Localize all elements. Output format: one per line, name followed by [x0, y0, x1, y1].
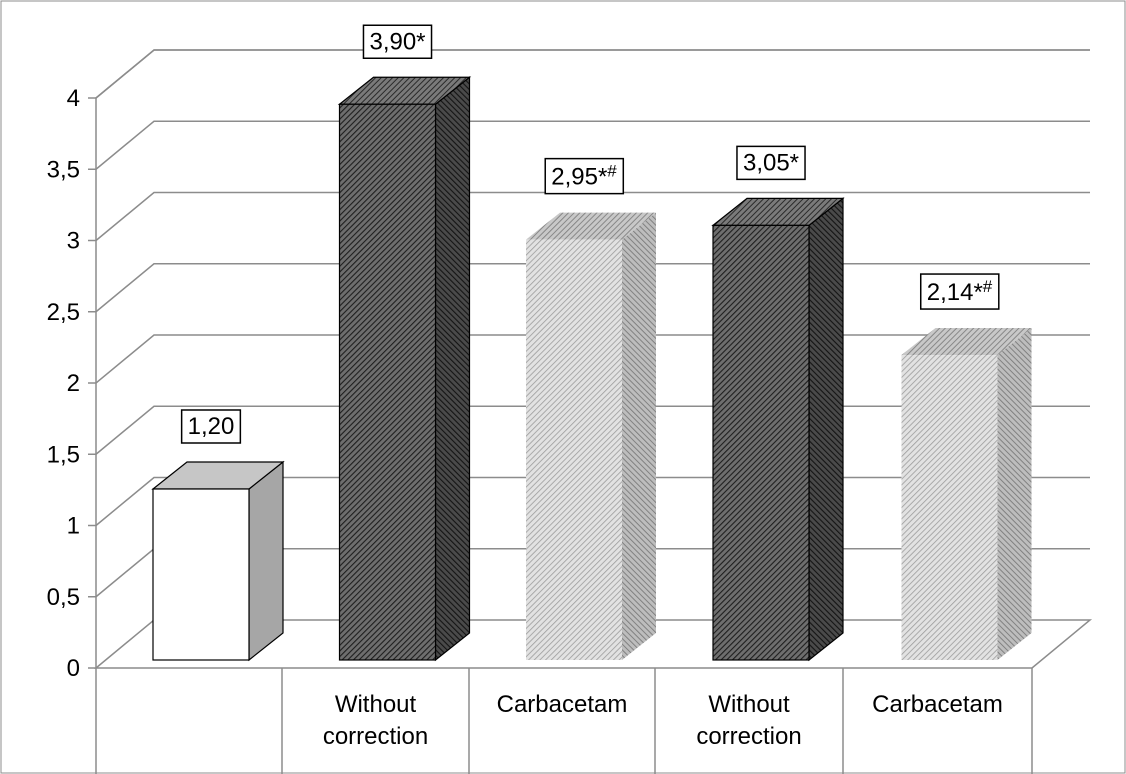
- data-label-text: 1,20: [188, 413, 235, 440]
- bar-front-face: [526, 239, 622, 660]
- data-label-box: [362, 24, 433, 59]
- bar-front-face: [152, 488, 250, 661]
- bar: [901, 328, 1032, 660]
- y-axis: 0 0,5 1 1,5 2 2,5 3 3,5 4: [47, 85, 97, 682]
- bar-top-face: [901, 328, 1032, 356]
- data-label-box: [919, 273, 1000, 310]
- y-tick-label: 1: [67, 513, 80, 540]
- data-label: 2,95*#: [544, 157, 625, 195]
- category-label: Without: [708, 691, 790, 718]
- data-label-box: [736, 145, 806, 181]
- bar: [711, 197, 845, 662]
- category-table: Without correction Carbacetam Without correc…: [95, 668, 1033, 774]
- data-label-box: [544, 157, 625, 195]
- category-label: correction: [696, 723, 801, 750]
- y-tick-label: 2: [67, 370, 80, 397]
- y-tick-label: 3,5: [47, 156, 80, 183]
- bar-side-face: [808, 197, 844, 662]
- category-label: Without: [335, 691, 417, 718]
- bar-side-face: [622, 212, 656, 660]
- data-label: 1,20: [180, 409, 242, 444]
- data-label-text: 2,14*#: [927, 277, 993, 306]
- y-tick-label: 0: [67, 655, 80, 682]
- data-labels: 1,20 3,90* 2,95*# 3,05* 2,14*#: [180, 24, 1000, 444]
- bar: [337, 76, 472, 662]
- data-label: 3,90*: [362, 24, 433, 59]
- bars: [151, 76, 1032, 662]
- y-tick-label: 0,5: [47, 584, 80, 611]
- data-label-box: [180, 409, 242, 444]
- category-label: correction: [323, 723, 428, 750]
- data-label-text: 2,95*#: [551, 162, 617, 191]
- gridline: [95, 191, 1090, 242]
- data-label: 2,14*#: [919, 273, 1000, 310]
- category-label: Carbacetam: [872, 691, 1003, 718]
- data-label-text: 3,05*: [743, 149, 799, 176]
- bar-front-face: [901, 355, 998, 660]
- gridline: [95, 120, 1090, 170]
- category-label: Carbacetam: [497, 691, 628, 718]
- bar-side-face: [434, 76, 471, 662]
- y-tick-label: 1,5: [47, 441, 80, 468]
- bar: [151, 460, 285, 662]
- y-tick-label: 3: [67, 228, 80, 255]
- bar: [526, 212, 656, 660]
- y-tick-label: 2,5: [47, 299, 80, 326]
- bar-side-face: [997, 328, 1032, 660]
- bar-top-face: [526, 212, 656, 240]
- y-tick-label: 4: [67, 85, 80, 112]
- bar-front-face: [712, 224, 810, 661]
- bar-side-face: [248, 460, 284, 662]
- data-label-text: 3,90*: [369, 28, 425, 55]
- data-label: 3,05*: [736, 145, 806, 181]
- gridline: [95, 49, 1090, 99]
- bar-front-face: [338, 103, 437, 661]
